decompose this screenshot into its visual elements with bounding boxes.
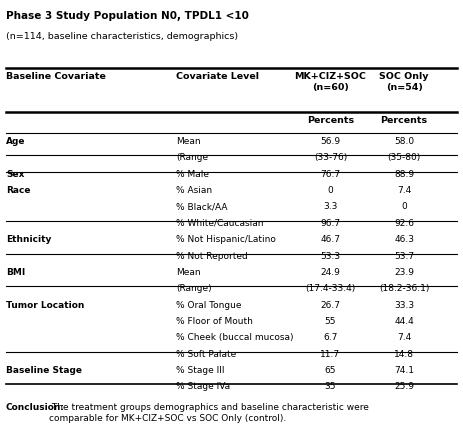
Text: (n=114, baseline characteristics, demographics): (n=114, baseline characteristics, demogr… [6, 32, 238, 41]
Text: (Range: (Range [176, 153, 208, 162]
Text: 92.6: 92.6 [394, 219, 414, 227]
Text: % Black/AA: % Black/AA [176, 202, 228, 211]
Text: SOC Only
(n=54): SOC Only (n=54) [379, 72, 429, 92]
Text: Percents: Percents [381, 116, 428, 125]
Text: Percents: Percents [307, 116, 354, 125]
Text: 33.3: 33.3 [394, 300, 414, 309]
Text: 58.0: 58.0 [394, 137, 414, 146]
Text: 44.4: 44.4 [394, 316, 414, 325]
Text: % White/Caucasian: % White/Caucasian [176, 219, 264, 227]
Text: (35-80): (35-80) [388, 153, 421, 162]
Text: % Soft Palate: % Soft Palate [176, 349, 237, 358]
Text: % Male: % Male [176, 170, 209, 178]
Text: % Oral Tongue: % Oral Tongue [176, 300, 242, 309]
Text: 53.3: 53.3 [320, 251, 340, 260]
Text: (18.2-36.1): (18.2-36.1) [379, 284, 429, 293]
Text: Covariate Level: Covariate Level [176, 72, 259, 81]
Text: 3.3: 3.3 [323, 202, 338, 211]
Text: 35: 35 [325, 381, 336, 391]
Text: 23.9: 23.9 [394, 267, 414, 276]
Text: 53.7: 53.7 [394, 251, 414, 260]
Text: The treatment groups demographics and baseline characteristic were
comparable fo: The treatment groups demographics and ba… [49, 402, 369, 422]
Text: 11.7: 11.7 [320, 349, 340, 358]
Text: Conclusion:: Conclusion: [6, 402, 65, 411]
Text: Baseline Stage: Baseline Stage [6, 365, 82, 374]
Text: (Range): (Range) [176, 284, 212, 293]
Text: 14.8: 14.8 [394, 349, 414, 358]
Text: 7.4: 7.4 [397, 186, 411, 194]
Text: Race: Race [6, 186, 31, 194]
Text: Age: Age [6, 137, 25, 146]
Text: (17.4-33.4): (17.4-33.4) [305, 284, 356, 293]
Text: 46.3: 46.3 [394, 235, 414, 244]
Text: % Floor of Mouth: % Floor of Mouth [176, 316, 253, 325]
Text: % Not Reported: % Not Reported [176, 251, 248, 260]
Text: % Not Hispanic/Latino: % Not Hispanic/Latino [176, 235, 276, 244]
Text: Baseline Covariate: Baseline Covariate [6, 72, 106, 81]
Text: % Stage III: % Stage III [176, 365, 225, 374]
Text: % Cheek (buccal mucosa): % Cheek (buccal mucosa) [176, 332, 294, 342]
Text: Ethnicity: Ethnicity [6, 235, 51, 244]
Text: 7.4: 7.4 [397, 332, 411, 342]
Text: 6.7: 6.7 [323, 332, 338, 342]
Text: Tumor Location: Tumor Location [6, 300, 84, 309]
Text: MK+CIZ+SOC
(n=60): MK+CIZ+SOC (n=60) [294, 72, 366, 92]
Text: 96.7: 96.7 [320, 219, 340, 227]
Text: Mean: Mean [176, 137, 201, 146]
Text: 56.9: 56.9 [320, 137, 340, 146]
Text: 0: 0 [328, 186, 333, 194]
Text: 88.9: 88.9 [394, 170, 414, 178]
Text: % Asian: % Asian [176, 186, 213, 194]
Text: 24.9: 24.9 [320, 267, 340, 276]
Text: 65: 65 [325, 365, 336, 374]
Text: 25.9: 25.9 [394, 381, 414, 391]
Text: Phase 3 Study Population N0, TPDL1 <10: Phase 3 Study Population N0, TPDL1 <10 [6, 11, 249, 21]
Text: (33-76): (33-76) [314, 153, 347, 162]
Text: 26.7: 26.7 [320, 300, 340, 309]
Text: 46.7: 46.7 [320, 235, 340, 244]
Text: 74.1: 74.1 [394, 365, 414, 374]
Text: Sex: Sex [6, 170, 25, 178]
Text: BMI: BMI [6, 267, 25, 276]
Text: 0: 0 [401, 202, 407, 211]
Text: % Stage IVa: % Stage IVa [176, 381, 231, 391]
Text: Mean: Mean [176, 267, 201, 276]
Text: 55: 55 [325, 316, 336, 325]
Text: 76.7: 76.7 [320, 170, 340, 178]
